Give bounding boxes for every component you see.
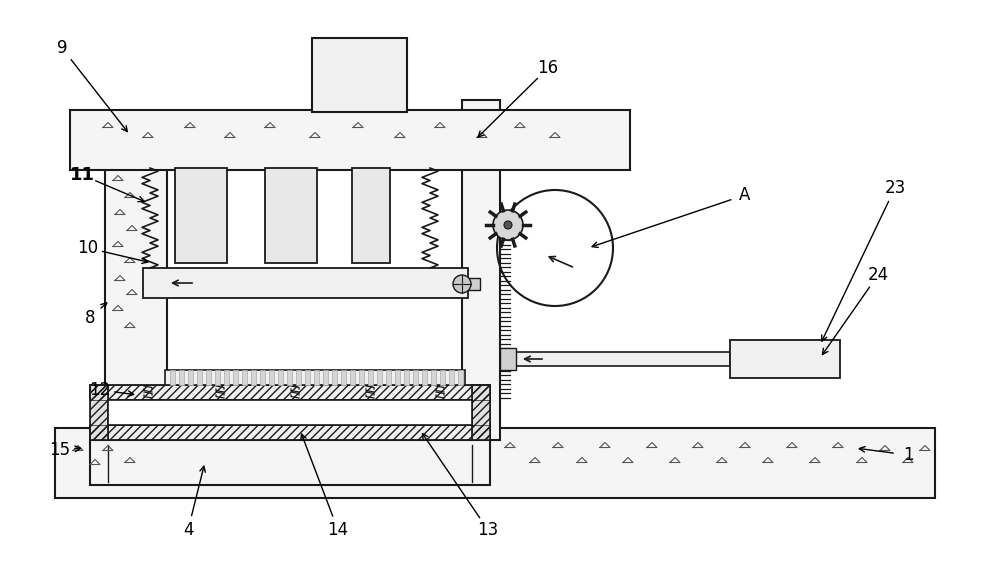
Text: 13: 13 [477, 521, 499, 539]
Bar [449, 370, 454, 385]
Bar [90, 385, 490, 400]
Bar [251, 370, 256, 385]
Bar [404, 370, 409, 385]
Bar [352, 168, 390, 263]
Bar [500, 348, 516, 370]
Bar [368, 370, 373, 385]
Bar [730, 340, 840, 378]
Bar [472, 385, 490, 440]
Bar [413, 370, 418, 385]
Text: 14: 14 [327, 521, 349, 539]
Bar [305, 370, 310, 385]
Text: 1: 1 [903, 446, 913, 464]
Bar [90, 385, 490, 400]
Bar [215, 370, 220, 385]
Bar [188, 370, 193, 385]
Bar [70, 110, 630, 170]
Bar [90, 440, 490, 485]
Bar [332, 370, 337, 385]
Bar [377, 370, 382, 385]
Bar [90, 425, 490, 440]
Bar [165, 370, 465, 385]
Bar [462, 100, 500, 440]
Text: 23: 23 [884, 179, 906, 197]
Bar [462, 278, 480, 290]
Text: 4: 4 [183, 521, 193, 539]
Text: 12: 12 [89, 381, 111, 399]
Circle shape [493, 210, 523, 240]
Bar [108, 400, 472, 425]
Bar [386, 370, 391, 385]
Bar [422, 370, 427, 385]
Text: A: A [739, 186, 751, 204]
Bar [224, 370, 229, 385]
Bar [265, 168, 317, 263]
Text: 8: 8 [85, 309, 95, 327]
Bar [500, 352, 730, 366]
Bar [341, 370, 346, 385]
Text: 9: 9 [57, 39, 67, 57]
Bar [242, 370, 247, 385]
Bar [90, 425, 490, 440]
Text: 15: 15 [49, 441, 71, 459]
Bar [458, 370, 463, 385]
Bar [143, 268, 468, 298]
Bar [90, 385, 108, 440]
Bar [269, 370, 274, 385]
Bar [260, 370, 265, 385]
Text: 16: 16 [537, 59, 559, 77]
Bar [175, 168, 227, 263]
Bar [359, 370, 364, 385]
Bar [395, 370, 400, 385]
Bar [440, 370, 445, 385]
Bar [55, 428, 935, 498]
Circle shape [504, 221, 512, 229]
Bar [323, 370, 328, 385]
Bar [472, 385, 490, 440]
Bar [105, 115, 167, 440]
Text: 10: 10 [77, 239, 99, 257]
Bar [206, 370, 211, 385]
Bar [233, 370, 238, 385]
Bar [170, 370, 175, 385]
Circle shape [453, 275, 471, 293]
Bar [278, 370, 283, 385]
Bar [296, 370, 301, 385]
Bar [350, 370, 355, 385]
Bar [312, 38, 407, 112]
Text: 11: 11 [70, 166, 94, 184]
Bar [431, 370, 436, 385]
Bar [90, 385, 108, 440]
Bar [197, 370, 202, 385]
Bar [179, 370, 184, 385]
Bar [314, 370, 319, 385]
Text: 24: 24 [867, 266, 889, 284]
Bar [287, 370, 292, 385]
